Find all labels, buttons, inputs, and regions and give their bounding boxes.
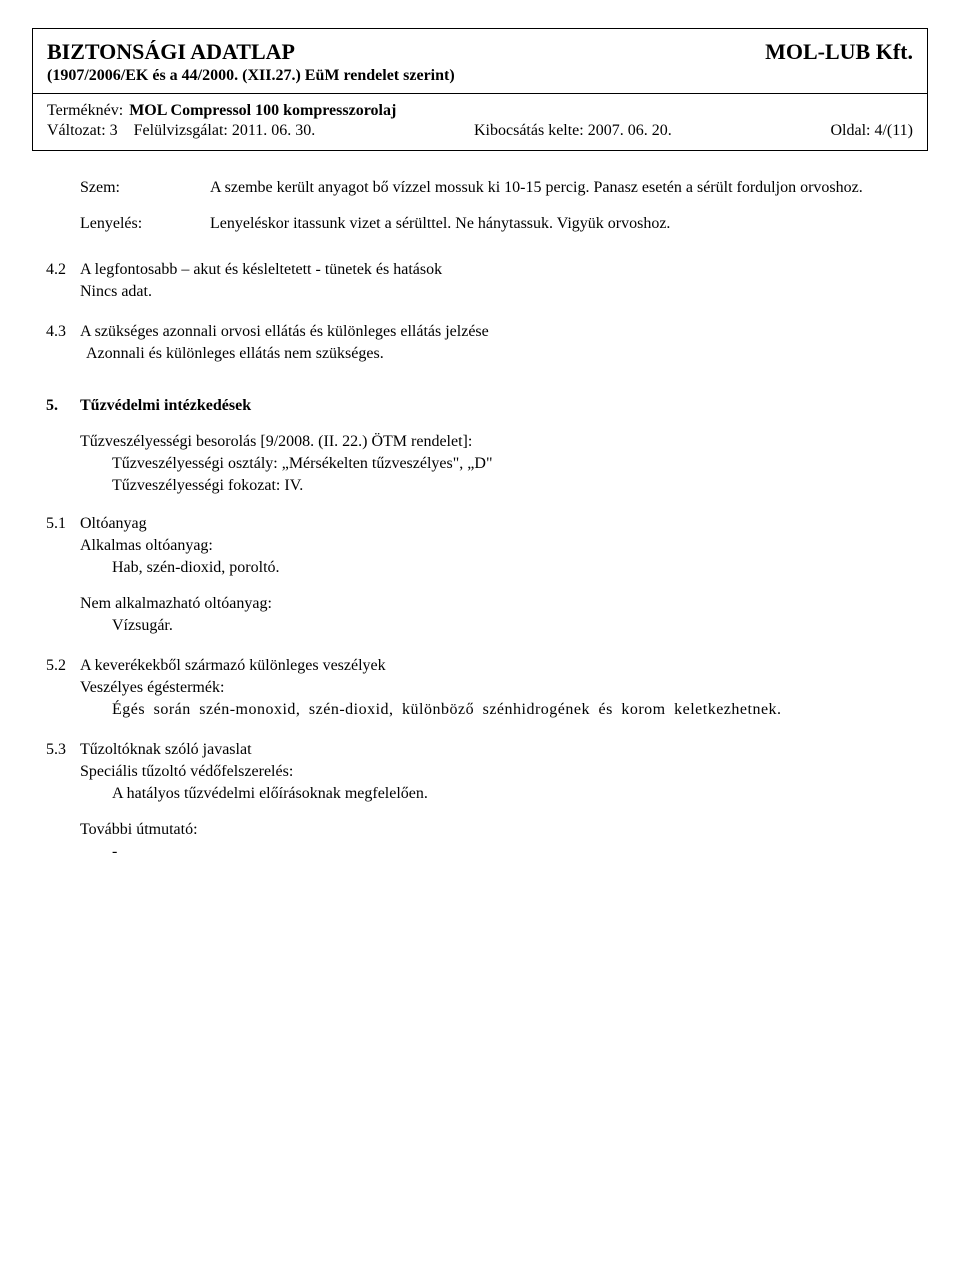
firstaid-eye-text: A szembe került anyagot bő vízzel mossuk… (210, 179, 914, 197)
section-5-2: 5.2 A keverékekből származó különleges v… (46, 657, 914, 723)
unsuitable-exting-value: Vízsugár. (80, 617, 914, 635)
title-left: BIZTONSÁGI ADATLAP (47, 39, 295, 65)
product-name: MOL Compressol 100 kompresszorolaj (129, 102, 396, 120)
header-subtitle: (1907/2006/EK és a 44/2000. (XII.27.) Eü… (47, 67, 913, 85)
section-4-2-num: 4.2 (46, 261, 80, 279)
further-value: - (80, 843, 914, 861)
section-5-1-body: Oltóanyag Alkalmas oltóanyag: Hab, szén-… (80, 515, 914, 639)
header-line-1: BIZTONSÁGI ADATLAP MOL-LUB Kft. (47, 39, 913, 65)
suitable-exting-label: Alkalmas oltóanyag: (80, 537, 914, 555)
section-5-3-num: 5.3 (46, 741, 80, 759)
unsuitable-exting-label: Nem alkalmazható oltóanyag: (80, 595, 914, 613)
section-5-2-num: 5.2 (46, 657, 80, 675)
issue-cell: Kibocsátás kelte: 2007. 06. 20. (474, 122, 672, 140)
variant-value: 3 (110, 122, 118, 139)
page-cell: Oldal: 4/(11) (830, 122, 913, 140)
hazprod-value: Égés során szén-monoxid, szén-dioxid, kü… (80, 701, 914, 719)
review-label: Felülvizsgálat: (134, 122, 228, 139)
firstaid-table: Szem: A szembe került anyagot bő vízzel … (80, 179, 914, 233)
section-5-2-title: A keverékekből származó különleges veszé… (80, 657, 914, 675)
page-content: Szem: A szembe került anyagot bő vízzel … (32, 151, 928, 865)
equip-value: A hatályos tűzvédelmi előírásoknak megfe… (80, 785, 914, 803)
firstaid-ingest-text: Lenyeléskor itassunk vizet a sérülttel. … (210, 215, 914, 233)
section-4-3-num: 4.3 (46, 323, 80, 341)
section-5-1-num: 5.1 (46, 515, 80, 533)
section-4-2-text: Nincs adat. (80, 283, 914, 301)
section-5-1: 5.1 Oltóanyag Alkalmas oltóanyag: Hab, s… (46, 515, 914, 639)
issue-value: 2007. 06. 20. (588, 122, 672, 139)
section-5-3-title: Tűzoltóknak szóló javaslat (80, 741, 914, 759)
variant-label: Változat: (47, 122, 106, 139)
firstaid-ingest-row: Lenyelés: Lenyeléskor itassunk vizet a s… (80, 215, 914, 233)
section-5-1-title: Oltóanyag (80, 515, 914, 533)
further-label: További útmutató: (80, 821, 914, 839)
section-5-num: 5. (46, 397, 80, 415)
section-4-3-text: Azonnali és különleges ellátás nem szüks… (80, 345, 914, 363)
meta-row: Változat: 3 Felülvizsgálat: 2011. 06. 30… (47, 122, 913, 140)
firstaid-ingest-label: Lenyelés: (80, 215, 210, 233)
fire-class-line2: Tűzveszélyességi fokozat: IV. (80, 477, 914, 495)
section-4-3: 4.3 A szükséges azonnali orvosi ellátás … (46, 323, 914, 367)
title-right: MOL-LUB Kft. (765, 39, 913, 65)
firstaid-eye-row: Szem: A szembe került anyagot bő vízzel … (80, 179, 914, 197)
fire-classification: Tűzveszélyességi besorolás [9/2008. (II.… (80, 433, 914, 495)
document-header: BIZTONSÁGI ADATLAP MOL-LUB Kft. (1907/20… (32, 28, 928, 151)
equip-label: Speciális tűzoltó védőfelszerelés: (80, 763, 914, 781)
fire-class-line1: Tűzveszélyességi osztály: „Mérsékelten t… (80, 455, 914, 473)
firstaid-eye-label: Szem: (80, 179, 210, 197)
page-value: 4/(11) (874, 122, 913, 139)
variant-cell: Változat: 3 Felülvizsgálat: 2011. 06. 30… (47, 122, 315, 140)
fire-class-intro: Tűzveszélyességi besorolás [9/2008. (II.… (80, 433, 914, 451)
section-5-2-body: A keverékekből származó különleges veszé… (80, 657, 914, 723)
suitable-exting-value: Hab, szén-dioxid, poroltó. (80, 559, 914, 577)
page-label: Oldal: (830, 122, 870, 139)
header-divider (33, 93, 927, 94)
product-label: Terméknév: (47, 102, 123, 120)
issue-label: Kibocsátás kelte: (474, 122, 584, 139)
section-4-3-body: A szükséges azonnali orvosi ellátás és k… (80, 323, 914, 367)
section-4-2: 4.2 A legfontosabb – akut és késleltetet… (46, 261, 914, 305)
section-5-3-body: Tűzoltóknak szóló javaslat Speciális tűz… (80, 741, 914, 865)
review-value: 2011. 06. 30. (232, 122, 315, 139)
section-5-3: 5.3 Tűzoltóknak szóló javaslat Speciális… (46, 741, 914, 865)
product-row: Terméknév: MOL Compressol 100 kompresszo… (47, 102, 913, 120)
section-4-3-title: A szükséges azonnali orvosi ellátás és k… (80, 323, 914, 341)
section-5-heading: 5. Tűzvédelmi intézkedések (46, 397, 914, 415)
section-4-2-body: A legfontosabb – akut és késleltetett - … (80, 261, 914, 305)
section-4-2-title: A legfontosabb – akut és késleltetett - … (80, 261, 914, 279)
hazprod-label: Veszélyes égéstermék: (80, 679, 914, 697)
section-5-title: Tűzvédelmi intézkedések (80, 397, 251, 415)
